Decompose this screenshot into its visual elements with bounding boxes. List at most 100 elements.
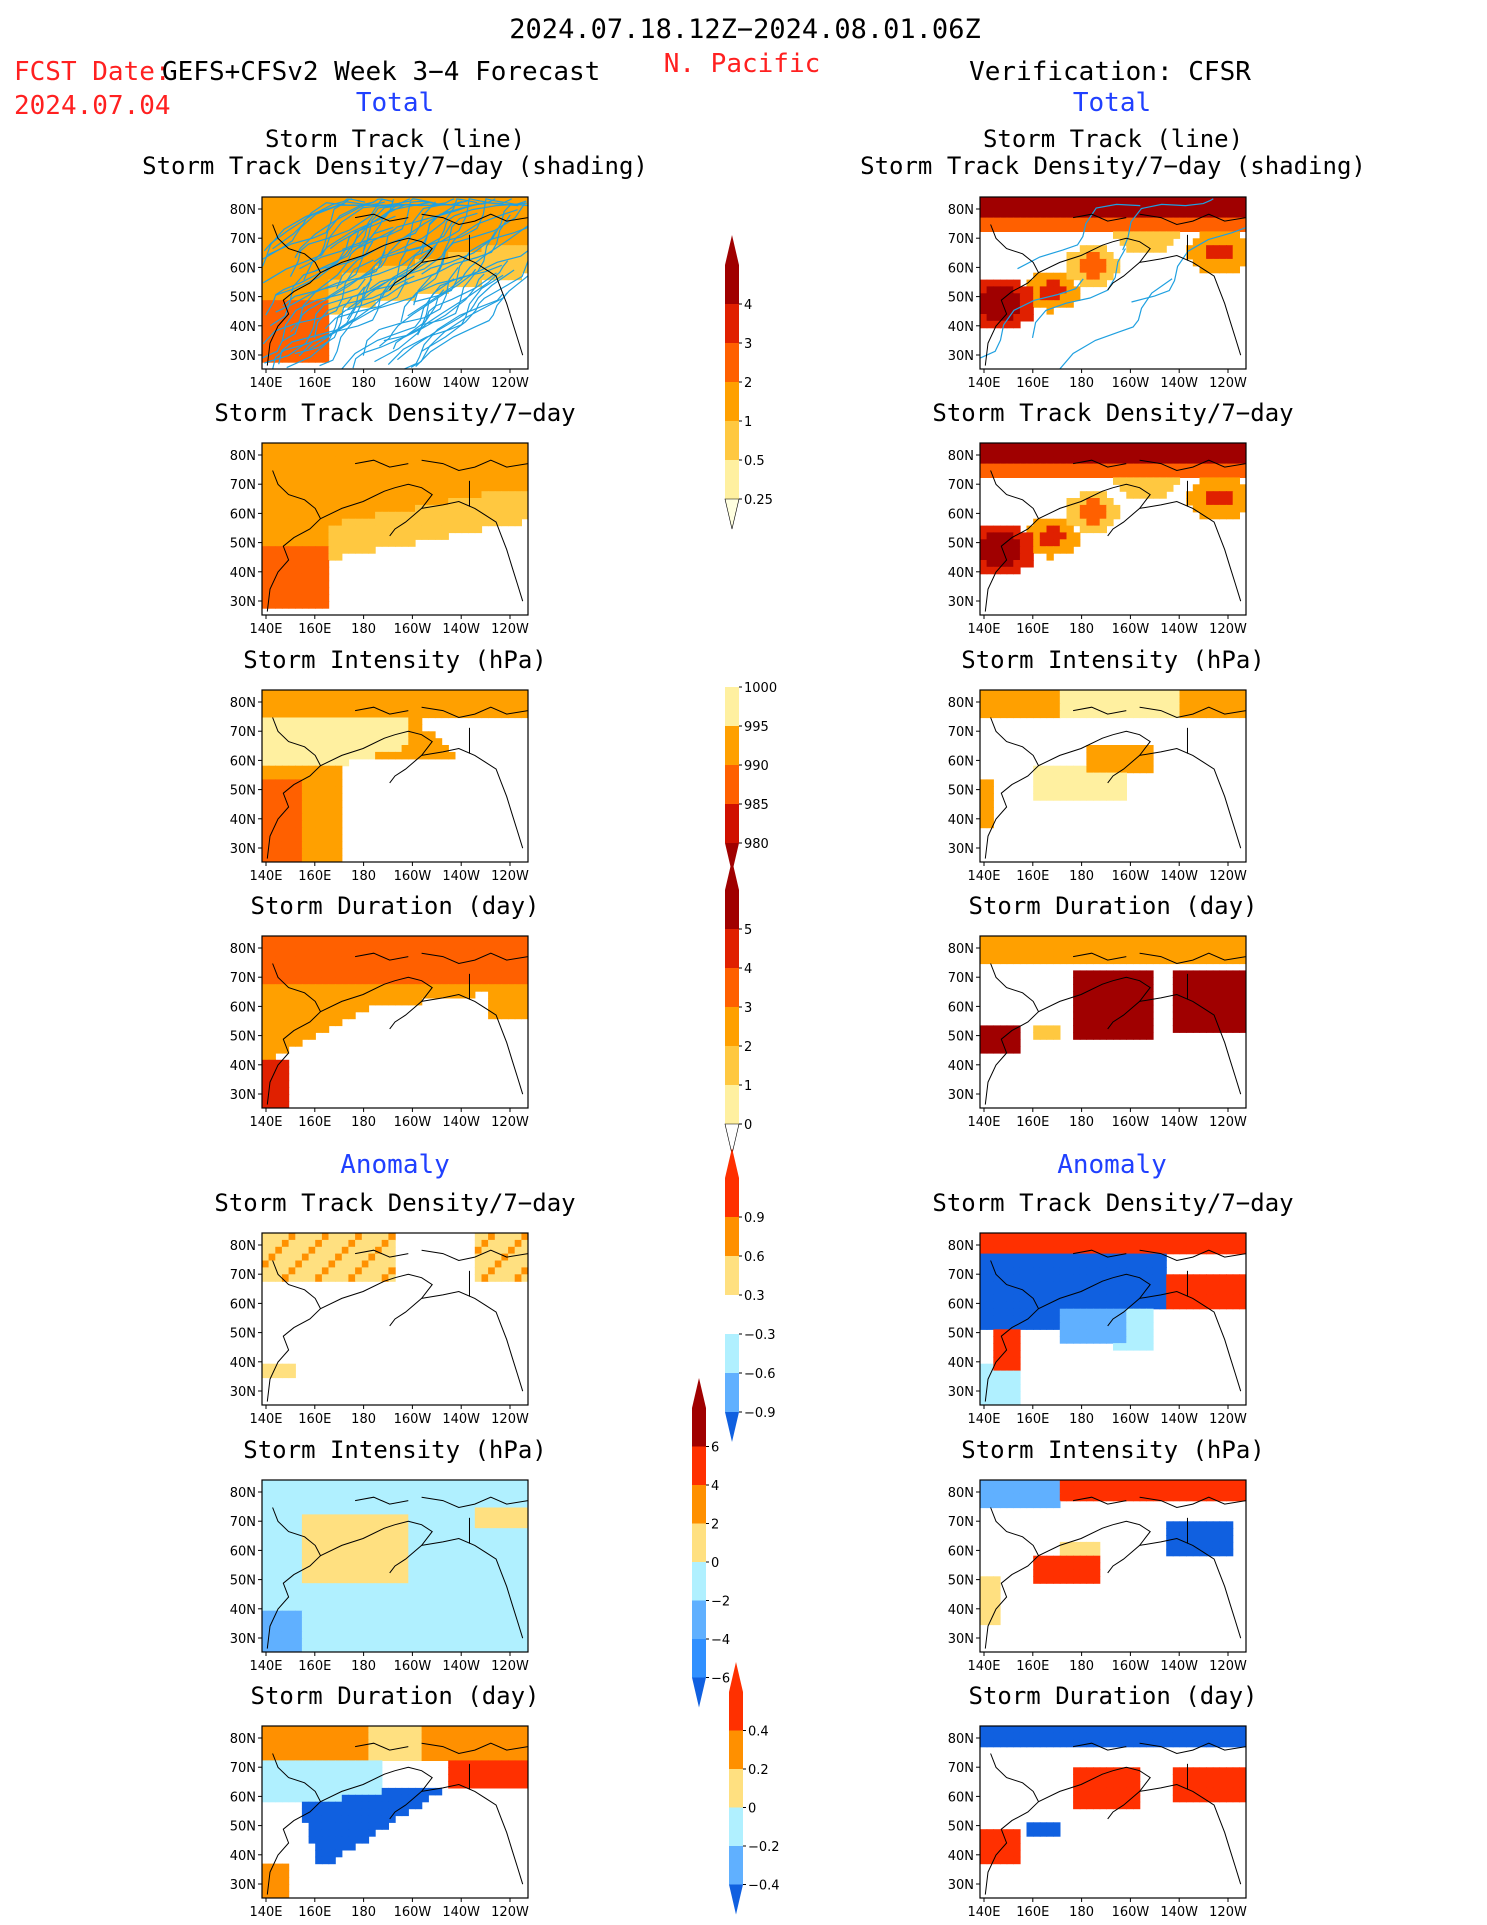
grid-cell [993, 1253, 1001, 1262]
grid-cell [1119, 751, 1127, 760]
grid-cell [1099, 786, 1107, 794]
grid-cell [454, 449, 463, 458]
grid-cell [514, 991, 522, 999]
grid-cell [315, 984, 323, 992]
grid-cell [1073, 970, 1081, 978]
grid-cell [1079, 997, 1088, 1006]
grid-cell [388, 272, 396, 281]
grid-cell [1226, 1294, 1234, 1303]
grid-cell [275, 456, 283, 465]
grid-cell [1019, 1246, 1028, 1255]
grid-cell [1059, 463, 1068, 472]
grid-cell [514, 1260, 522, 1268]
grid-cell [461, 470, 469, 478]
grid-cell [335, 525, 343, 534]
grid-cell [1053, 443, 1061, 451]
grid-cell [521, 456, 528, 465]
grid-cell [348, 518, 356, 527]
grid-cell [361, 731, 370, 739]
lon-tick-label: 140W [442, 376, 480, 391]
grid-cell [361, 532, 370, 540]
grid-cell [501, 449, 509, 458]
grid-cell [1086, 751, 1094, 760]
grid-cell [262, 217, 270, 226]
grid-cell [1079, 272, 1088, 281]
grid-cell [341, 449, 350, 458]
grid-cell [508, 470, 516, 478]
grid-cell [986, 779, 994, 787]
grid-cell [428, 224, 436, 232]
grid-cell [355, 456, 363, 465]
grid-cell [461, 977, 469, 985]
grid-cell [1206, 970, 1214, 978]
grid-cell [1219, 197, 1227, 205]
grid-cell [993, 1046, 1001, 1054]
grid-cell [454, 696, 463, 705]
grid-cell [1046, 553, 1054, 561]
grid-cell [1000, 1267, 1008, 1275]
grid-cell [301, 1274, 310, 1282]
grid-cell [1159, 231, 1167, 239]
grid-cell [1033, 1267, 1041, 1275]
map-frame [261, 442, 529, 616]
grid-cell [275, 443, 283, 451]
grid-cell [1199, 703, 1207, 712]
grid-cell [335, 834, 343, 842]
grid-cell [401, 470, 409, 478]
grid-cell [1113, 1301, 1121, 1310]
grid-cell [1159, 1246, 1167, 1255]
grid-cell [1026, 1260, 1034, 1268]
grid-cell [521, 1239, 528, 1248]
grid-cell [428, 258, 436, 267]
grid-cell [1239, 703, 1246, 712]
grid-cell [434, 984, 443, 992]
grid-cell [1113, 1011, 1121, 1020]
panel-title-vf_density_anom-1: Storm Track Density/7−day [932, 1189, 1293, 1217]
grid-cell [1093, 224, 1101, 232]
grid-cell [454, 443, 463, 451]
grid-cell [980, 546, 988, 554]
grid-cell [381, 511, 389, 520]
grid-cell [1126, 491, 1134, 499]
grid-cell [301, 203, 310, 212]
storm-track-line [262, 198, 353, 267]
grid-cell [1079, 1329, 1088, 1337]
grid-cell [1119, 238, 1127, 246]
grid-cell [1073, 217, 1081, 226]
grid-cell [301, 449, 310, 458]
grid-cell [521, 470, 528, 478]
grid-cell [1239, 984, 1246, 992]
grid-cell [1006, 525, 1014, 534]
grid-cell [461, 511, 469, 520]
grid-cell [1093, 210, 1101, 219]
storm-track-line [383, 264, 503, 342]
grid-cell [308, 456, 316, 465]
grid-cell [986, 449, 994, 458]
grid-cell [1232, 1274, 1240, 1282]
grid-cell [1192, 942, 1201, 951]
grid-cell [315, 587, 323, 595]
grid-cell [395, 991, 403, 999]
grid-cell [441, 970, 449, 978]
grid-cell [1186, 942, 1194, 951]
grid-cell [301, 731, 310, 739]
grid-cell [441, 470, 449, 478]
grid-cell [381, 956, 389, 965]
grid-cell [295, 272, 303, 281]
grid-cell [481, 477, 489, 485]
grid-cell [993, 942, 1001, 951]
grid-cell [1106, 252, 1114, 260]
grid-cell [341, 936, 350, 944]
grid-cell [1192, 710, 1201, 719]
grid-cell [355, 491, 363, 499]
grid-cell [1073, 203, 1081, 212]
grid-cell [375, 210, 383, 219]
grid-cell [980, 1384, 988, 1392]
grid-cell [262, 1101, 270, 1108]
grid-cell [281, 1274, 290, 1282]
grid-cell [1239, 710, 1246, 719]
grid-cell [335, 504, 343, 513]
grid-cell [1073, 1025, 1081, 1033]
grid-cell [1093, 217, 1101, 226]
grid-cell [494, 1011, 503, 1020]
